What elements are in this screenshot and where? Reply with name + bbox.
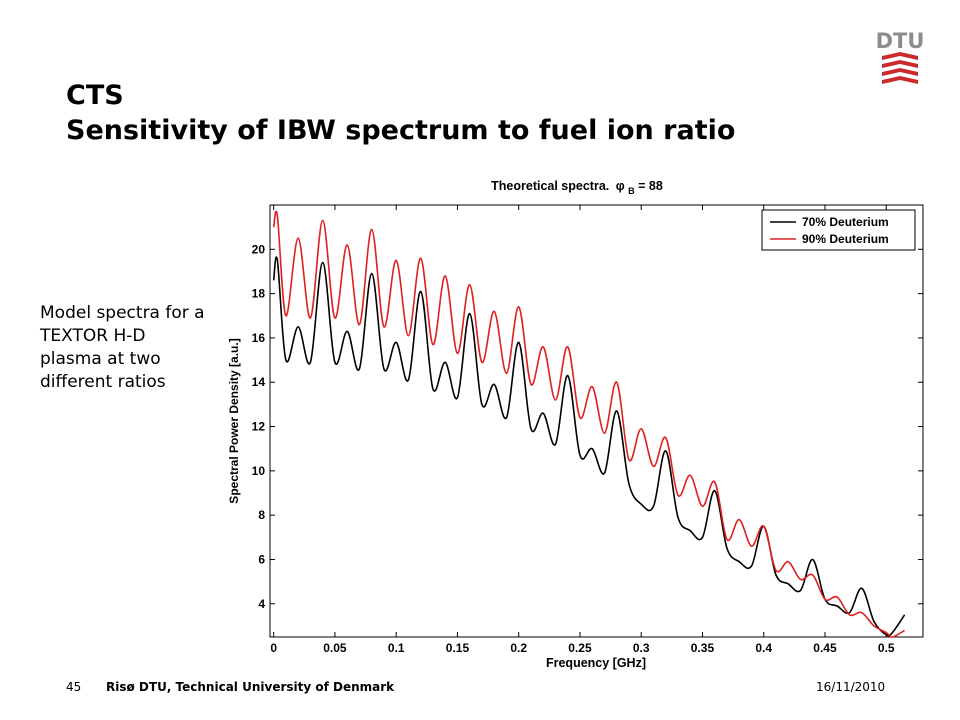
side-note: Model spectra for a TEXTOR H-D plasma at… (40, 303, 205, 392)
x-tick-label: 0.4 (755, 641, 772, 655)
legend-label-90: 90% Deuterium (802, 232, 889, 246)
y-tick-label: 14 (252, 375, 266, 389)
x-tick-label: 0 (270, 641, 277, 655)
x-tick-label: 0.5 (878, 641, 895, 655)
footer-date: 16/11/2010 (816, 680, 886, 694)
legend-label-70: 70% Deuterium (802, 215, 889, 229)
dtu-logo: DTU (876, 29, 924, 84)
page-number: 45 (66, 680, 82, 694)
slide-title: CTS Sensitivity of IBW spectrum to fuel … (66, 78, 735, 148)
chart-title-symbol: φ (616, 179, 625, 193)
chart-title-subscript: B (628, 186, 635, 196)
x-tick-label: 0.05 (323, 641, 347, 655)
x-tick-label: 0.15 (446, 641, 470, 655)
x-tick-label: 0.2 (510, 641, 527, 655)
x-axis: 0 0.05 0.1 0.15 0.2 0.25 0.3 0.35 0.4 0.45 0.5 (270, 205, 895, 655)
series-lines (272, 210, 906, 638)
x-tick-label: 0.25 (568, 641, 592, 655)
spectra-chart: Theoretical spectra. φ B = 88 0 0.05 0.1 0.… (227, 179, 924, 670)
y-axis-label: Spectral Power Density [a.u.] (227, 338, 241, 503)
footer-organization: Risø DTU, Technical University of Denmar… (106, 680, 395, 694)
legend-box (761, 209, 916, 251)
y-tick-label: 20 (252, 242, 266, 256)
y-tick-label: 8 (258, 508, 265, 522)
chart-title: Theoretical spectra. φ B = 88 (491, 179, 663, 197)
dtu-logo-text: DTU (876, 29, 924, 53)
legend: 70% Deuterium 90% Deuterium (761, 209, 916, 251)
plot-frame (269, 204, 924, 638)
y-tick-label: 6 (258, 552, 265, 566)
y-tick-label: 12 (252, 420, 266, 434)
series-line-70-deuterium (272, 256, 906, 637)
chart-title-text: Theoretical spectra. (491, 179, 609, 193)
y-tick-label: 10 (252, 464, 266, 478)
slide-title-line-1: CTS (66, 80, 124, 111)
dtu-logo-mark (882, 52, 918, 84)
y-tick-label: 18 (252, 287, 266, 301)
x-tick-label: 0.45 (813, 641, 837, 655)
x-tick-label: 0.35 (691, 641, 715, 655)
y-tick-label: 16 (252, 331, 266, 345)
series-line-90-deuterium (272, 210, 906, 638)
x-axis-label: Frequency [GHz] (546, 656, 646, 670)
y-tick-label: 4 (258, 597, 265, 611)
slide-title-line-2: Sensitivity of IBW spectrum to fuel ion … (66, 115, 736, 146)
x-tick-label: 0.1 (388, 641, 405, 655)
y-axis: 4 6 8 10 12 14 16 18 20 (252, 242, 923, 611)
chart-title-suffix: = 88 (638, 179, 663, 193)
x-tick-label: 0.3 (633, 641, 650, 655)
